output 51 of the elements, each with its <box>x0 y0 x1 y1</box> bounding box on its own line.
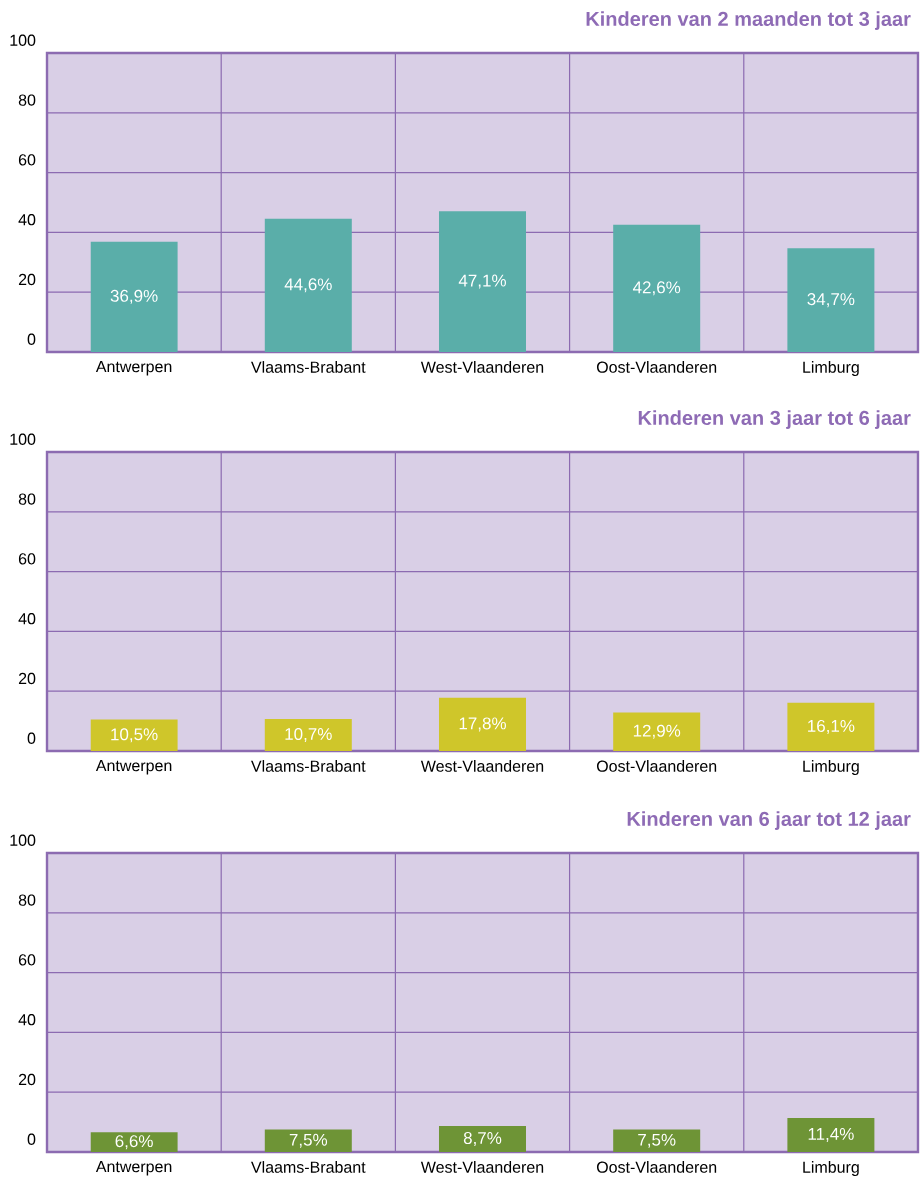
y-tick-label: 100 <box>10 834 36 846</box>
y-tick-label: 20 <box>18 672 36 685</box>
data-label: 11,4% <box>808 1127 854 1142</box>
x-tick-label: Limburg <box>803 760 859 775</box>
data-label: 34,7% <box>807 293 855 308</box>
x-tick-label: Limburg <box>803 1161 859 1176</box>
y-tick-label: 80 <box>18 894 36 906</box>
y-tick-label: 60 <box>18 154 36 166</box>
y-tick-label: 60 <box>18 553 36 565</box>
x-tick-label: Limburg <box>803 361 859 376</box>
y-tick-label: 0 <box>27 732 36 744</box>
x-tick-label: Antwerpen <box>95 1161 172 1176</box>
data-label: 42,6% <box>632 281 681 296</box>
y-tick-label: 100 <box>10 433 36 445</box>
x-tick-label: Oost-Vlaanderen <box>596 760 717 772</box>
x-tick-label: Antwerpen <box>95 361 172 376</box>
data-label: 12,9% <box>633 724 681 739</box>
x-tick-label: Antwerpen <box>95 760 172 775</box>
data-label: 36,9% <box>110 289 158 304</box>
data-label: 16,1% <box>808 719 855 734</box>
data-label: 8,7% <box>463 1131 502 1147</box>
y-tick-label: 20 <box>18 273 36 286</box>
data-label: 6,6% <box>115 1135 153 1150</box>
chart-title: Kinderen van 2 maanden tot 3 jaar <box>586 11 911 30</box>
y-tick-label: 40 <box>18 613 36 625</box>
y-tick-label: 0 <box>27 1133 36 1145</box>
x-tick-label: West-Vlaanderen <box>420 1161 544 1173</box>
chart-title: Kinderen van 6 jaar tot 12 jaar <box>627 811 911 830</box>
data-label: 7,5% <box>289 1133 328 1148</box>
y-tick-label: 80 <box>18 493 36 505</box>
y-tick-label: 0 <box>27 333 36 345</box>
x-tick-label: West-Vlaanderen <box>420 760 544 772</box>
data-label: 17,8% <box>459 717 506 732</box>
x-tick-label: West-Vlaanderen <box>420 361 544 373</box>
y-tick-label: 40 <box>18 1014 36 1026</box>
y-tick-label: 100 <box>10 34 36 46</box>
x-tick-label: Vlaams-Brabant <box>251 361 366 373</box>
data-label: 44,6% <box>284 278 332 293</box>
x-tick-label: Vlaams-Brabant <box>251 1161 366 1173</box>
data-label: 47,1% <box>458 274 506 289</box>
data-label: 10,5% <box>111 728 158 743</box>
y-tick-label: 20 <box>18 1073 36 1086</box>
chart-title: Kinderen van 3 jaar tot 6 jaar <box>638 410 911 429</box>
y-tick-label: 80 <box>18 94 36 106</box>
data-label: 10,7% <box>285 728 332 743</box>
x-tick-label: Vlaams-Brabant <box>251 760 366 772</box>
y-tick-label: 60 <box>18 954 36 966</box>
data-label: 7,5% <box>638 1133 676 1148</box>
x-tick-label: Oost-Vlaanderen <box>596 361 717 373</box>
x-tick-label: Oost-Vlaanderen <box>596 1161 717 1173</box>
y-tick-label: 40 <box>18 214 36 226</box>
